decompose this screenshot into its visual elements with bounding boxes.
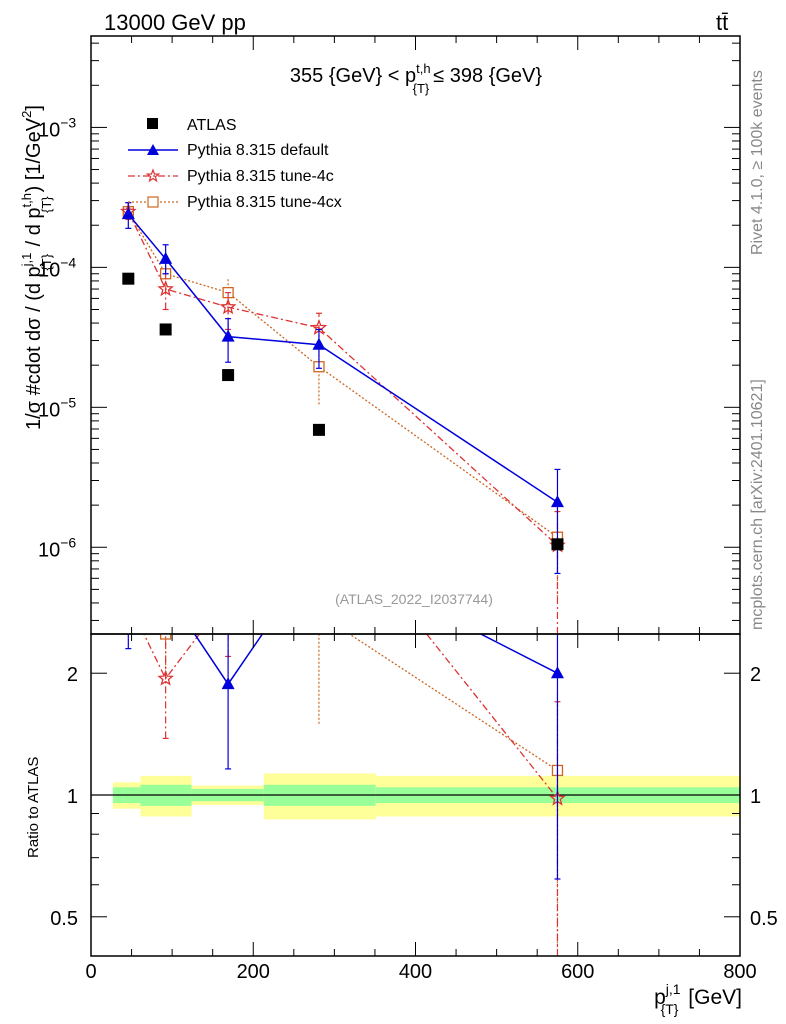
ratio-y-tick-label-left: 2 bbox=[67, 664, 78, 686]
main-point-default bbox=[312, 337, 326, 350]
main-panel: 10−6 10−5 10−4 10−3 355 {GeV} < pt,h {T}≤ 39… bbox=[19, 35, 741, 635]
ratio-y-tick-label-right: 0.5 bbox=[750, 908, 778, 930]
ratio-line-tune4c bbox=[143, 634, 559, 799]
main-series-tune4cx bbox=[122, 202, 564, 598]
legend-label-tune4c: Pythia 8.315 tune-4c bbox=[187, 168, 334, 185]
main-series-data bbox=[122, 272, 564, 551]
ratio-series-tune4c bbox=[143, 634, 566, 956]
legend-entry-tune4c: Pythia 8.315 tune-4c bbox=[128, 168, 334, 185]
panel-title: 355 {GeV} < pt,h {T}≤ 398 {GeV} bbox=[290, 61, 542, 96]
ratio-y-tick-label-right: 2 bbox=[750, 664, 761, 686]
ratio-y-tick-label-left: 0.5 bbox=[50, 908, 78, 930]
main-series-tune4c bbox=[120, 202, 566, 634]
legend-marker-default bbox=[147, 144, 159, 155]
ratio-panel: 0.5 0.5 1 1 2 2 0 200 400 600 800 Ratio to ATLAS p… bbox=[25, 633, 778, 1017]
legend-marker-tune4c bbox=[145, 168, 161, 183]
x-tick-label: 800 bbox=[723, 961, 756, 983]
main-point-data bbox=[222, 369, 235, 382]
ratio-y-tick-label-right: 1 bbox=[750, 786, 761, 808]
main-line-tune4c bbox=[127, 211, 558, 546]
beam-label: 13000 GeV pp bbox=[104, 10, 246, 35]
main-point-data bbox=[312, 423, 325, 436]
legend-entry-tune4cx: Pythia 8.315 tune-4cx bbox=[128, 194, 342, 211]
ratio-point-default bbox=[550, 666, 564, 679]
main-point-default bbox=[159, 251, 173, 264]
x-tick-label: 400 bbox=[399, 961, 432, 983]
analysis-watermark: (ATLAS_2022_I2037744) bbox=[335, 591, 493, 607]
x-tick-label: 600 bbox=[561, 961, 594, 983]
rivet-label: Rivet 4.1.0, ≥ 100k events bbox=[749, 70, 766, 255]
ratio-y-axis-label: Ratio to ATLAS bbox=[25, 757, 42, 858]
main-series-default bbox=[121, 202, 564, 575]
main-point-default bbox=[121, 207, 135, 220]
ratio-series-tune4cx bbox=[159, 634, 564, 948]
main-y-tick-label: 10−5 bbox=[38, 394, 76, 421]
ratio-line-default bbox=[193, 634, 558, 686]
y-axis-label: 1/σ #cdot dσ / (d pj,1 {T} / d pt,h {T}) [… bbox=[19, 105, 54, 430]
main-y-tick-label: 10−3 bbox=[38, 114, 76, 141]
x-tick-label: 200 bbox=[237, 961, 270, 983]
legend-label-atlas: ATLAS bbox=[187, 117, 237, 134]
legend-label-tune4cx: Pythia 8.315 tune-4cx bbox=[187, 194, 342, 211]
main-point-default bbox=[221, 329, 235, 342]
ratio-point-default bbox=[221, 677, 235, 690]
legend-marker-atlas bbox=[147, 118, 158, 129]
x-axis-label: pj,1 {T} [GeV] bbox=[654, 981, 742, 1017]
main-y-tick-label: 10−6 bbox=[38, 534, 76, 561]
legend-entry-atlas: ATLAS bbox=[147, 117, 237, 134]
main-line-tune4cx bbox=[127, 211, 558, 538]
main-point-data bbox=[122, 272, 135, 285]
main-point-data bbox=[159, 323, 172, 336]
legend-entry-default: Pythia 8.315 default bbox=[128, 142, 329, 159]
legend-marker-tune4cx bbox=[147, 196, 159, 208]
x-tick-label: 0 bbox=[85, 961, 96, 983]
main-y-tick-label: 10−4 bbox=[38, 254, 76, 281]
source-label: mcplots.cern.ch [arXiv:2401.10621] bbox=[749, 379, 766, 630]
ratio-series-default bbox=[125, 634, 564, 880]
main-point-tune4c bbox=[219, 298, 237, 315]
ratio-line-tune4cx bbox=[164, 634, 558, 771]
ratio-y-tick-label-left: 1 bbox=[67, 786, 78, 808]
main-point-default bbox=[550, 495, 564, 508]
main-point-tune4c bbox=[157, 280, 174, 297]
main-line-default bbox=[127, 213, 558, 503]
ratio-point-tune4c bbox=[157, 669, 174, 686]
legend: ATLAS Pythia 8.315 default Pythia 8.315 … bbox=[128, 117, 342, 211]
process-label: tt̄ bbox=[716, 10, 728, 35]
main-point-data bbox=[551, 538, 564, 551]
legend-label-default: Pythia 8.315 default bbox=[187, 142, 329, 159]
